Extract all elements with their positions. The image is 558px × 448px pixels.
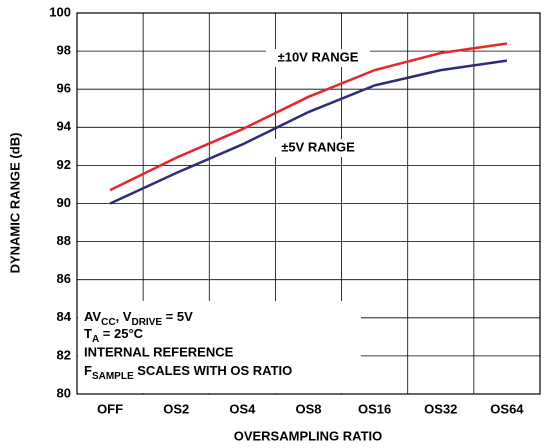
y-tick-label: 84 (57, 309, 72, 324)
x-tick-label: OS64 (490, 401, 524, 416)
note: FSAMPLE SCALES WITH OS RATIO (84, 363, 292, 381)
label-bg (266, 139, 370, 157)
x-tick-label: OS32 (424, 401, 457, 416)
y-tick-label: 94 (57, 119, 72, 134)
x-tick-label: OS16 (358, 401, 391, 416)
x-tick-label: OS4 (229, 401, 256, 416)
x-axis-title: OVERSAMPLING RATIO (234, 428, 383, 443)
y-tick-label: 96 (57, 81, 71, 96)
series-line (109, 59, 508, 205)
note: AVCC, VDRIVE = 5V (84, 309, 193, 327)
series-label: ±5V RANGE (281, 139, 355, 154)
x-tick-label: OFF (97, 401, 123, 416)
y-tick-label: 86 (57, 271, 71, 286)
plot: 80 82 84 86 88 90 92 94 96 98 100 OFF OS2 OS4 OS8 OS16 O… (49, 4, 541, 416)
series-line (109, 42, 508, 192)
y-tick-label: 98 (57, 43, 71, 58)
y-tick-label: 92 (57, 157, 71, 172)
y-tick-label: 82 (57, 347, 71, 362)
y-tick-label: 80 (57, 385, 71, 400)
note: TA = 25°C (84, 326, 144, 344)
y-tick-label: 88 (57, 233, 71, 248)
series-label: ±10V RANGE (278, 49, 359, 64)
conditions-box (78, 301, 361, 393)
y-axis-title: DYNAMIC RANGE (dB) (7, 133, 22, 274)
y-tick-label: 90 (57, 195, 71, 210)
plot-frame (76, 12, 541, 395)
note: INTERNAL REFERENCE (84, 344, 234, 359)
y-tick-label: 100 (49, 4, 71, 19)
x-tick-label: OS2 (163, 401, 189, 416)
x-tick-label: OS8 (295, 401, 321, 416)
label-bg (266, 49, 370, 67)
conditions: AVCC, VDRIVE = 5V TA = 25°C INTERNAL REF… (84, 309, 292, 381)
